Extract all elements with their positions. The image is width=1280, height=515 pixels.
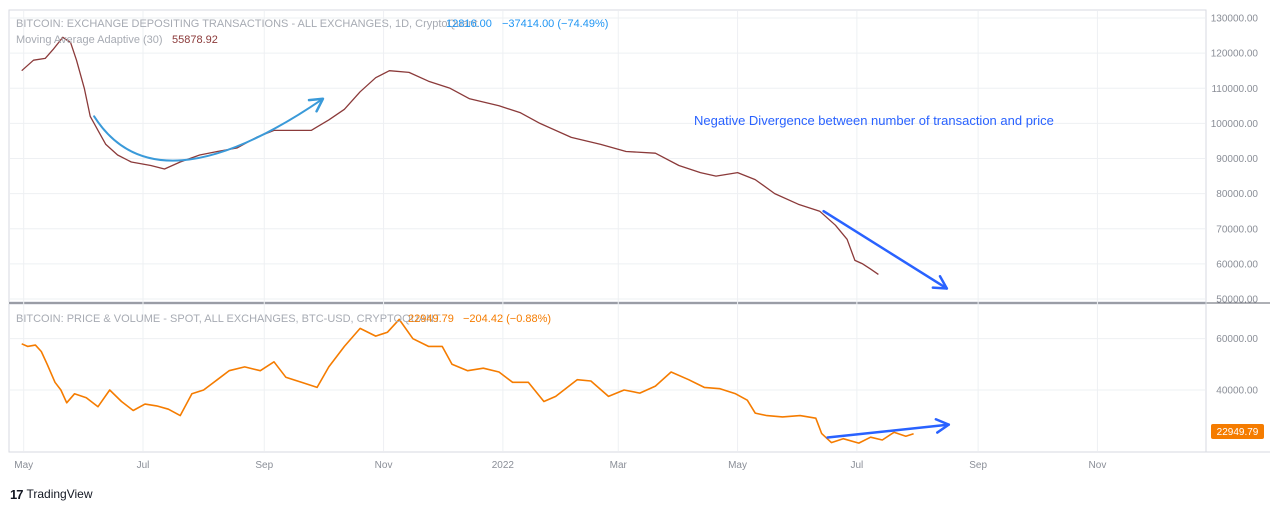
top-pane-value: 12816.00: [446, 18, 492, 30]
top-pane-frame: [8, 9, 1207, 303]
arrow-down-right: [822, 209, 949, 290]
time-tick-label: Nov: [375, 460, 393, 471]
drawings-layer: [93, 97, 951, 439]
time-tick-label: 2022: [492, 460, 515, 471]
arrow-down-right-head: [931, 274, 949, 290]
last-price-badge: [1211, 424, 1264, 439]
time-tick-label: Jul: [850, 460, 863, 471]
price-tick-label: 100000.00: [1211, 119, 1259, 130]
time-tick-label: May: [14, 460, 33, 471]
time-tick-label: Nov: [1089, 460, 1107, 471]
time-tick-label: Mar: [610, 460, 628, 471]
price-tick-label: 60000.00: [1216, 259, 1258, 270]
bottom-pane-value: 22949.79: [408, 313, 454, 325]
price-tick-label: 60000.00: [1216, 334, 1258, 345]
tradingview-footer[interactable]: 17 TradingView: [10, 486, 93, 502]
price-line: [21, 318, 914, 444]
tradingview-logo-icon: 17: [10, 486, 24, 502]
price-tick-label: 40000.00: [1216, 385, 1258, 396]
price-tick-label: 120000.00: [1211, 49, 1259, 60]
tradingview-brand: TradingView: [26, 487, 93, 501]
indicator-label: Moving Average Adaptive (30): [16, 34, 163, 46]
grid: [10, 11, 1205, 451]
top-pane-title: BITCOIN: EXCHANGE DEPOSITING TRANSACTION…: [16, 18, 478, 30]
transactions-line: [21, 36, 879, 275]
price-tick-label: 110000.00: [1211, 84, 1258, 95]
indicator-value: 55878.92: [172, 34, 218, 46]
arrow-up-right: [826, 423, 951, 439]
last-price-label: 22949.79: [1217, 427, 1259, 438]
curved-arrow-up-head: [307, 97, 325, 113]
bottom-pane-frame: [8, 303, 1207, 453]
time-tick-label: Jul: [137, 460, 150, 471]
divergence-annotation: Negative Divergence between number of tr…: [694, 113, 1054, 128]
curved-arrow-up: [93, 97, 324, 162]
axis-ticks: May Jul Sep Nov 2022 Mar May Jul Sep Nov 50000.00 6…: [14, 14, 1258, 472]
price-tick-label: 70000.00: [1216, 224, 1258, 235]
time-tick-label: Sep: [969, 460, 987, 471]
time-tick-label: Sep: [255, 460, 273, 471]
price-tick-label: 80000.00: [1216, 189, 1258, 200]
time-tick-label: May: [728, 460, 747, 471]
arrow-up-right-head: [934, 417, 951, 434]
bottom-pane-title: BITCOIN: PRICE & VOLUME - SPOT, ALL EXCH…: [16, 313, 441, 325]
price-tick-label: 50000.00: [1216, 295, 1258, 306]
price-tick-label: 130000.00: [1211, 14, 1259, 25]
price-tick-label: 90000.00: [1216, 154, 1258, 165]
series-layer: [21, 36, 914, 444]
bottom-pane-change: −204.42 (−0.88%): [463, 313, 551, 325]
top-pane-change: −37414.00 (−74.49%): [502, 18, 608, 30]
